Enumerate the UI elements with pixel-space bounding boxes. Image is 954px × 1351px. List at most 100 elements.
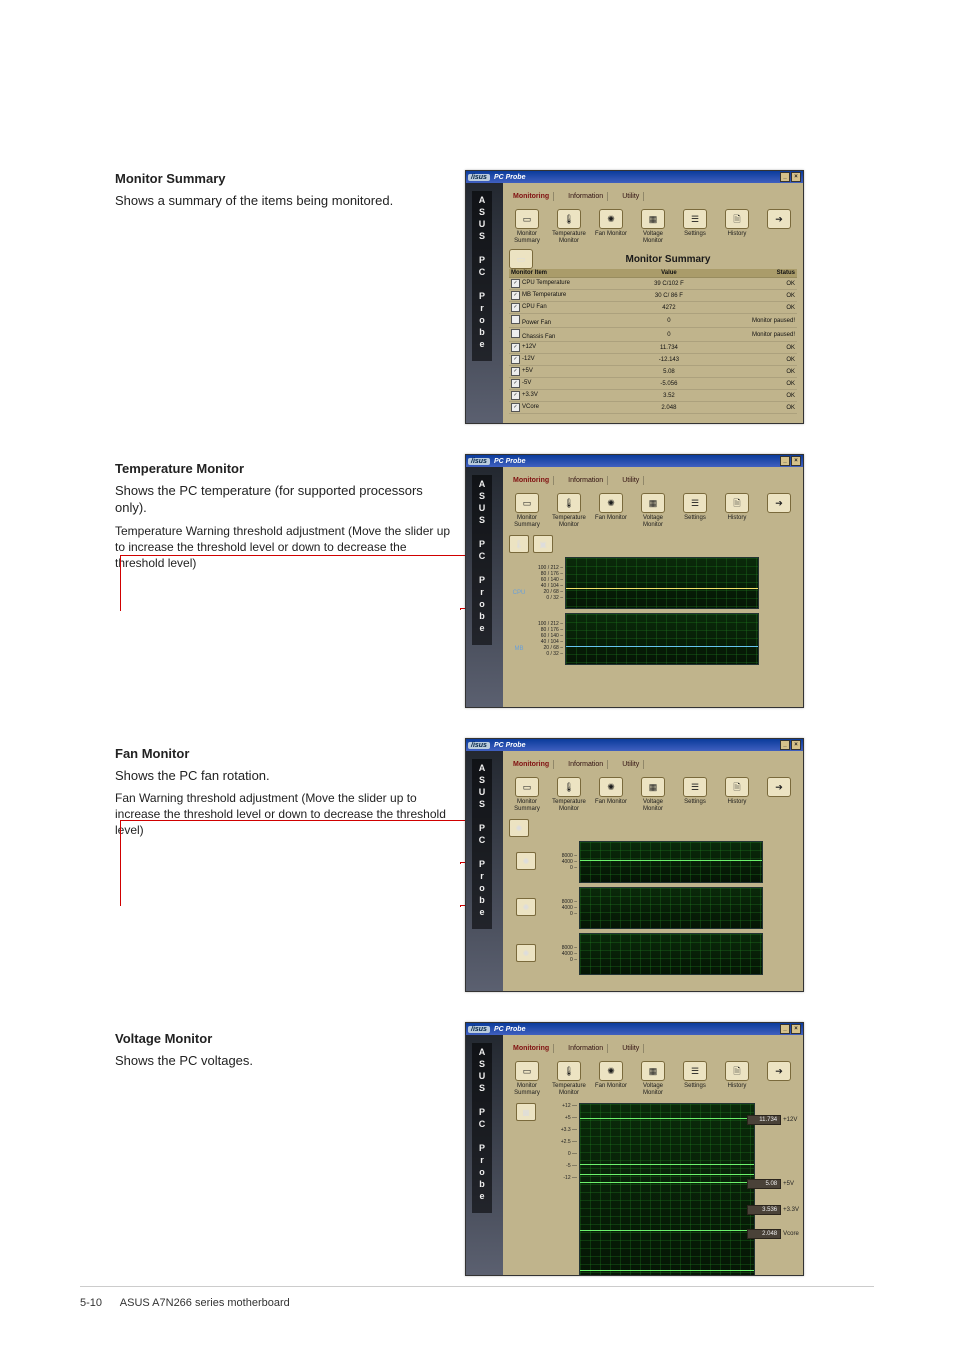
tab-utility[interactable]: Utility: [618, 760, 644, 769]
checkbox[interactable]: [511, 315, 520, 324]
table-row: ✓VCore2.048OK: [509, 402, 797, 414]
tool-monitor-summary[interactable]: ▭Monitor Summary: [509, 493, 545, 529]
table-row: ✓CPU Fan4272OK: [509, 302, 797, 314]
tool-temp-monitor[interactable]: 🌡Temperature Monitor: [551, 777, 587, 813]
tool-voltage-monitor[interactable]: ▦Voltage Monitor: [635, 777, 671, 813]
checkbox[interactable]: ✓: [511, 403, 520, 412]
tool-settings[interactable]: ☰Settings: [677, 493, 713, 522]
item-value: -5.056: [635, 378, 703, 390]
app-logo: /isus: [468, 742, 490, 749]
sensor-label: CPU: [509, 570, 529, 596]
trace-neg5v: [580, 1230, 754, 1232]
item-value: 11.734: [635, 342, 703, 354]
tab-utility[interactable]: Utility: [618, 192, 644, 201]
checkbox[interactable]: ✓: [511, 379, 520, 388]
close-button[interactable]: ×: [791, 172, 801, 182]
tool-next[interactable]: ➔: [761, 777, 797, 799]
tab-information[interactable]: Information: [564, 192, 608, 201]
checkbox[interactable]: ✓: [511, 367, 520, 376]
item-name: CPU Fan: [522, 304, 547, 310]
table-row: ✓-12V-12.143OK: [509, 354, 797, 366]
checkbox[interactable]: ✓: [511, 355, 520, 364]
checkbox[interactable]: ✓: [511, 343, 520, 352]
fig-monitor-summary: /isus PC Probe _ × ASUS PC Probe Monitor…: [465, 170, 804, 424]
tool-fan-monitor[interactable]: ✺Fan Monitor: [593, 777, 629, 806]
tab-monitoring[interactable]: Monitoring: [509, 476, 554, 485]
tool-next[interactable]: ➔: [761, 1061, 797, 1083]
close-button[interactable]: ×: [791, 456, 801, 466]
tool-fan-monitor[interactable]: ✺Fan Monitor: [593, 493, 629, 522]
tool-monitor-summary[interactable]: ▭Monitor Summary: [509, 209, 545, 245]
summary-col-value: Value: [635, 269, 703, 278]
checkbox[interactable]: ✓: [511, 391, 520, 400]
cpu-chip-icon: ▣: [533, 535, 553, 553]
minimize-button[interactable]: _: [780, 740, 790, 750]
tab-information[interactable]: Information: [564, 760, 608, 769]
tab-utility[interactable]: Utility: [618, 476, 644, 485]
tool-history[interactable]: 🗎History: [719, 1061, 755, 1090]
tab-information[interactable]: Information: [564, 476, 608, 485]
tool-temp-monitor[interactable]: 🌡Temperature Monitor: [551, 1061, 587, 1097]
tool-history[interactable]: 🗎History: [719, 777, 755, 806]
tool-monitor-summary[interactable]: ▭Monitor Summary: [509, 1061, 545, 1097]
minimize-button[interactable]: _: [780, 456, 790, 466]
heading-voltage-monitor: Voltage Monitor: [115, 1030, 455, 1048]
close-button[interactable]: ×: [791, 1024, 801, 1034]
tab-monitoring[interactable]: Monitoring: [509, 1044, 554, 1053]
fan-graph-row: ✺8000 –4000 –0 –4272: [509, 841, 797, 883]
item-name: Chassis Fan: [522, 334, 555, 340]
tool-history[interactable]: 🗎History: [719, 493, 755, 522]
minimize-button[interactable]: _: [780, 172, 790, 182]
fan-graph-row: ✺8000 –4000 –0 –0: [509, 933, 797, 975]
checkbox[interactable]: [511, 329, 520, 338]
tab-utility[interactable]: Utility: [618, 1044, 644, 1053]
window-title: PC Probe: [494, 1026, 526, 1033]
item-name: -5V: [522, 380, 531, 386]
fan-graph: 0: [579, 887, 763, 929]
app-logo: /isus: [468, 458, 490, 465]
checkbox[interactable]: ✓: [511, 291, 520, 300]
tab-monitoring[interactable]: Monitoring: [509, 192, 554, 201]
checkbox[interactable]: ✓: [511, 279, 520, 288]
minimize-button[interactable]: _: [780, 1024, 790, 1034]
voltage-tag: +5V: [783, 1181, 794, 1187]
tool-temp-monitor[interactable]: 🌡Temperature Monitor: [551, 493, 587, 529]
item-status: OK: [703, 366, 797, 378]
item-status: OK: [703, 302, 797, 314]
checkbox[interactable]: ✓: [511, 303, 520, 312]
item-name: MB Temperature: [522, 292, 566, 298]
chip-icon: ▦: [641, 209, 665, 229]
tab-monitoring[interactable]: Monitoring: [509, 760, 554, 769]
tool-fan-monitor[interactable]: ✺Fan Monitor: [593, 209, 629, 238]
page: Monitor Summary Shows a summary of the i…: [0, 0, 954, 1351]
tool-history[interactable]: 🗎History: [719, 209, 755, 238]
trace-neg12v: [580, 1270, 754, 1272]
tool-next[interactable]: ➔: [761, 209, 797, 231]
item-value: 5.08: [635, 366, 703, 378]
tool-monitor-summary[interactable]: ▭Monitor Summary: [509, 777, 545, 813]
fan-type-icon: ✺: [516, 852, 536, 870]
heading-temp-monitor: Temperature Monitor: [115, 460, 455, 478]
fig-temperature-monitor: /isus PC Probe _ × ASUS PC Probe Monitor…: [465, 454, 804, 708]
fan-icon: ✺: [509, 819, 529, 837]
thermometer-icon: 🌡: [557, 209, 581, 229]
fan-graph: 4272: [579, 841, 763, 883]
tool-fan-monitor[interactable]: ✺Fan Monitor: [593, 1061, 629, 1090]
tool-settings[interactable]: ☰Settings: [677, 1061, 713, 1090]
tab-information[interactable]: Information: [564, 1044, 608, 1053]
history-icon: 🗎: [725, 209, 749, 229]
item-name: +12V: [522, 344, 536, 350]
voltage-readout: 3.536+3.3V: [747, 1205, 799, 1215]
tool-temp-monitor[interactable]: 🌡Temperature Monitor: [551, 209, 587, 245]
tool-settings[interactable]: ☰Settings: [677, 209, 713, 238]
tool-voltage-monitor[interactable]: ▦Voltage Monitor: [635, 1061, 671, 1097]
tool-voltage-monitor[interactable]: ▦Voltage Monitor: [635, 209, 671, 245]
item-value: 3.52: [635, 390, 703, 402]
sidebar-banner: ASUS PC Probe: [472, 475, 492, 645]
temperature-trace: [566, 646, 758, 648]
window-titlebar: /isus PC Probe _ ×: [466, 171, 803, 183]
tool-settings[interactable]: ☰Settings: [677, 777, 713, 806]
close-button[interactable]: ×: [791, 740, 801, 750]
tool-voltage-monitor[interactable]: ▦Voltage Monitor: [635, 493, 671, 529]
tool-next[interactable]: ➔: [761, 493, 797, 515]
